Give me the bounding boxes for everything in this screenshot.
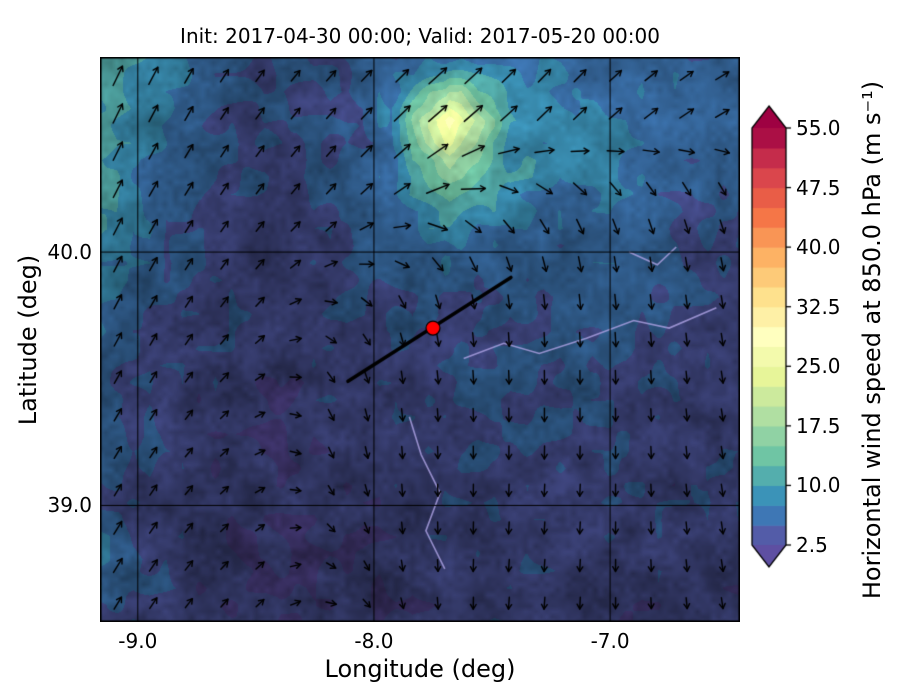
x-tick-label: -7.0 [590,629,630,653]
chart-title: Init: 2017-04-30 00:00; Valid: 2017-05-2… [180,24,660,48]
colorbar-tick-label: 32.5 [796,294,841,319]
y-tick-label: 40.0 [47,240,92,265]
colorbar-tick-label: 47.5 [796,175,841,200]
colorbar-tick-label: 25.0 [796,354,841,379]
x-axis-label: Longitude (deg) [324,655,516,683]
y-tick-label: 39.0 [47,493,92,518]
colorbar-canvas [750,104,794,579]
colorbar-tick-label: 17.5 [796,413,841,438]
y-axis-label: Latitude (deg) [14,254,42,426]
map-canvas [100,57,740,622]
colorbar-tick-label: 2.5 [796,533,828,557]
colorbar-tick-label: 10.0 [796,473,841,498]
colorbar-tick-label: 40.0 [796,235,841,260]
x-tick-label: -8.0 [354,629,394,653]
colorbar-tick-label: 55.0 [796,116,841,140]
x-tick-label: -9.0 [118,629,158,653]
colorbar-label: Horizontal wind speed at 850.0 hPa (m s⁻… [858,80,886,600]
